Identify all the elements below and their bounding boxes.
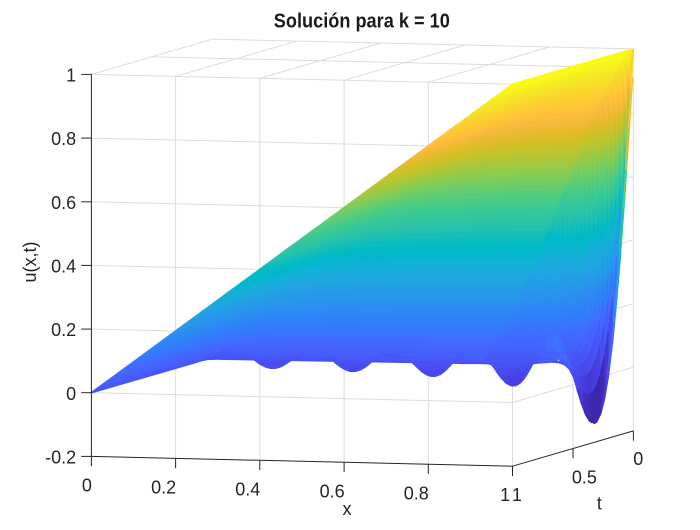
svg-text:-0.2: -0.2 [45,448,76,468]
svg-text:u(x,t): u(x,t) [20,241,40,282]
svg-text:0: 0 [633,449,643,469]
svg-text:0.5: 0.5 [572,467,597,487]
svg-text:x: x [343,499,352,519]
svg-text:0.6: 0.6 [320,482,345,502]
svg-text:1: 1 [66,66,76,86]
svg-text:0.8: 0.8 [404,484,429,504]
svg-text:1: 1 [500,485,510,505]
svg-text:Solución para k = 10: Solución para k = 10 [274,10,450,33]
svg-text:0.8: 0.8 [51,129,76,149]
svg-text:0.2: 0.2 [151,478,176,498]
svg-text:1: 1 [512,485,522,505]
svg-text:0.4: 0.4 [235,480,260,500]
svg-text:0: 0 [82,476,92,496]
svg-text:t: t [597,493,602,513]
svg-text:0.4: 0.4 [51,257,76,277]
svg-text:0.2: 0.2 [51,320,76,340]
svg-text:0.6: 0.6 [51,193,76,213]
svg-text:0: 0 [66,384,76,404]
